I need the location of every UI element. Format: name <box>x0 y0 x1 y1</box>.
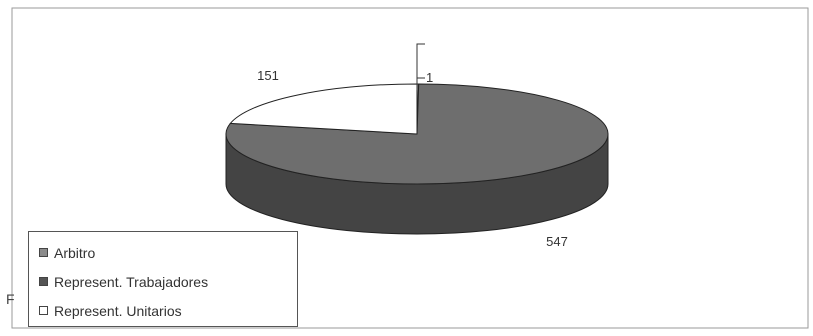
legend-item-arbitro: Arbitro <box>39 238 297 267</box>
leader-line-arbitro <box>416 43 425 90</box>
legend-label-unitarios: Represent. Unitarios <box>54 302 182 319</box>
data-label-represent-unitarios: 151 <box>257 68 279 83</box>
legend-item-trabajadores: Represent. Trabajadores <box>39 267 297 296</box>
stray-glyph: F <box>6 291 15 307</box>
legend-label-arbitro: Arbitro <box>54 244 96 261</box>
data-labels: 1 547 151 <box>257 68 568 249</box>
legend-swatch-trabajadores <box>39 277 48 286</box>
data-label-arbitro: 1 <box>426 70 433 85</box>
legend: Arbitro Represent. Trabajadores Represen… <box>28 231 298 327</box>
pie-chart <box>225 43 609 235</box>
legend-swatch-unitarios <box>39 306 48 315</box>
legend-label-trabajadores: Represent. Trabajadores <box>54 273 209 290</box>
data-label-represent-trabajadores: 547 <box>546 234 568 249</box>
legend-swatch-arbitro <box>39 248 48 257</box>
pie-slice-represent-unitarios <box>229 83 418 135</box>
plot-border <box>11 7 809 329</box>
legend-item-unitarios: Represent. Unitarios <box>39 296 297 325</box>
